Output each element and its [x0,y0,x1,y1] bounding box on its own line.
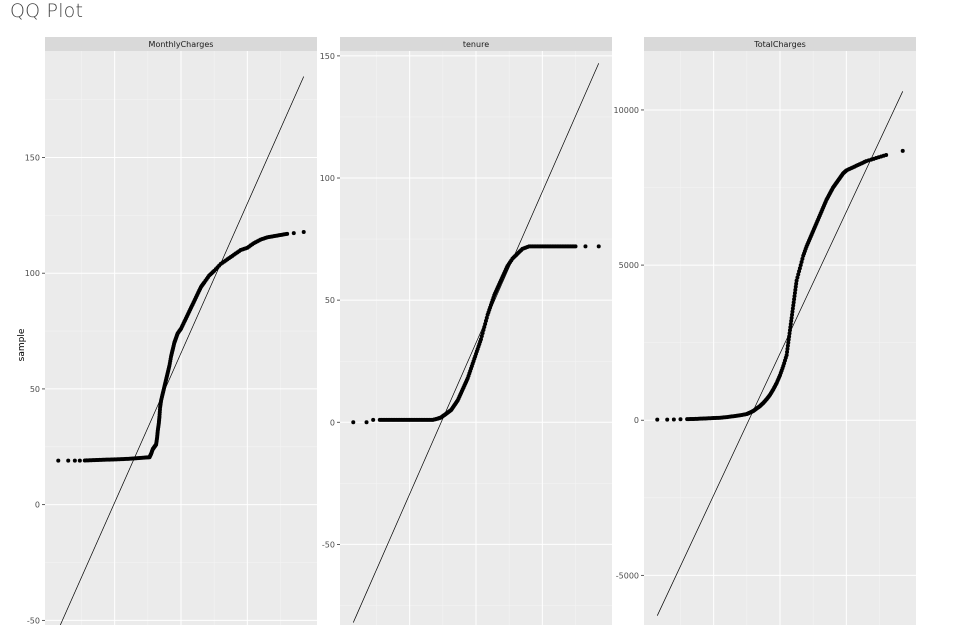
data-point [797,269,802,274]
qq-reference-line-monthlycharges [59,76,305,625]
data-point [793,287,798,292]
y-tick-label: 0 [330,418,335,427]
y-tick-label: 100 [320,174,335,183]
data-point [665,417,670,422]
y-tick-label: 100 [25,269,40,278]
data-point [351,420,356,425]
y-tick-label: 10000 [614,106,639,115]
data-point [371,417,376,422]
data-point [678,417,683,422]
y-tick-label: 0 [35,501,40,510]
data-point [794,281,799,286]
y-tick-label: -5000 [616,571,639,580]
data-point [482,325,487,330]
page-title: QQ Plot [10,0,84,22]
data-point [791,303,796,308]
facet-strip-totalcharges [644,37,916,51]
data-point [671,417,676,422]
data-point [483,321,488,326]
data-point [66,458,71,463]
y-tick-label: 50 [30,385,40,394]
y-tick-label: -50 [322,540,335,549]
data-point [478,337,483,342]
data-point [787,334,792,339]
data-point [787,328,792,333]
y-tick-label: 50 [325,296,335,305]
data-point [484,315,489,320]
data-point [56,458,61,463]
qq-reference-line-totalcharges [656,91,904,616]
facet-label-totalcharges: TotalCharges [753,40,806,49]
data-point [788,322,793,327]
data-point [788,325,793,330]
data-point [785,349,790,354]
data-point [797,266,802,271]
data-point [655,417,660,422]
data-point [789,318,794,323]
data-point [791,300,796,305]
y-tick-label: 150 [25,153,40,162]
data-point [786,337,791,342]
data-point [786,340,791,345]
data-point [789,315,794,320]
data-point [480,331,485,336]
data-point [291,231,296,236]
y-tick-label: 150 [320,52,335,61]
data-point [799,259,804,264]
data-point [784,353,789,358]
data-point [790,309,795,314]
data-point [77,458,82,463]
data-point [794,278,799,283]
data-point [301,229,306,234]
y-tick-label: 0 [634,416,639,425]
data-point [479,334,484,339]
data-point [583,244,588,249]
data-point [483,318,488,323]
data-point [785,343,790,348]
data-point [790,312,795,317]
data-point [793,284,798,289]
data-point [785,346,790,351]
data-point [792,297,797,302]
data-point [790,306,795,311]
facet-label-monthlycharges: MonthlyCharges [149,40,214,49]
data-point [792,291,797,296]
data-point [900,148,905,153]
qq-reference-line-tenure [352,63,600,623]
data-point [596,244,601,249]
data-point [884,152,889,157]
y-tick-label: 5000 [619,261,639,270]
data-point [795,275,800,280]
data-point [792,294,797,299]
data-point [364,420,369,425]
data-point [796,272,801,277]
data-point [573,244,578,249]
data-point [481,328,486,333]
facet-strip-monthlycharges [45,37,317,51]
facet-strip-tenure [340,37,612,51]
data-point [72,458,77,463]
y-axis-title: sample [17,328,27,361]
facet-label-tenure: tenure [463,40,489,49]
data-point [798,263,803,268]
data-point [800,256,805,261]
data-point [285,231,290,236]
data-point [787,331,792,336]
y-tick-label: -50 [27,616,40,625]
